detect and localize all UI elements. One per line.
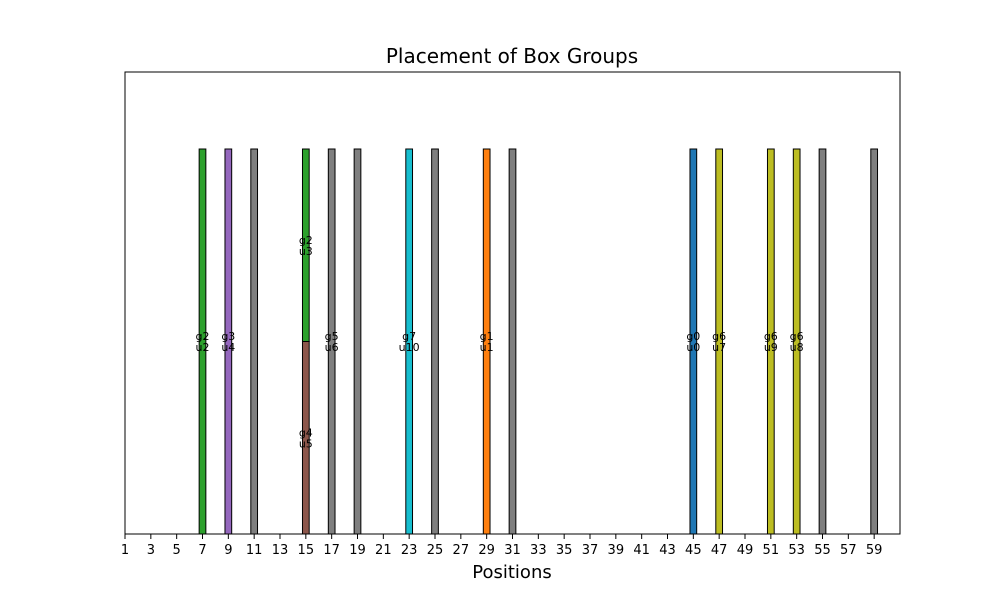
bar-label-29-9-0: g1 bbox=[480, 330, 494, 343]
bar-label-47-12-1: u7 bbox=[712, 341, 726, 354]
x-tick-label-23: 23 bbox=[401, 543, 418, 558]
bar-label-15-4-0: g2 bbox=[299, 234, 313, 247]
bars-layer: g2u2g3u4g4u5g2u3g5u6g7u10g1u1g0u0g6u7g6u… bbox=[196, 148, 879, 535]
x-tick-label-31: 31 bbox=[504, 543, 521, 558]
bar-55-15 bbox=[818, 148, 827, 535]
bar-11-2 bbox=[250, 148, 259, 535]
x-tick-label-29: 29 bbox=[478, 543, 495, 558]
x-tick-label-15: 15 bbox=[298, 543, 315, 558]
bar-label-47-12-0: g6 bbox=[712, 330, 726, 343]
x-tick-label-35: 35 bbox=[556, 543, 573, 558]
x-tick-label-7: 7 bbox=[198, 543, 206, 558]
x-tick-label-3: 3 bbox=[147, 543, 155, 558]
bar-15-4 bbox=[301, 148, 310, 342]
x-tick-label-59: 59 bbox=[866, 543, 883, 558]
x-tick-label-27: 27 bbox=[453, 543, 470, 558]
bar-label-23-7-1: u10 bbox=[399, 341, 420, 354]
bar-19-6 bbox=[353, 148, 362, 535]
x-tick-label-25: 25 bbox=[427, 543, 444, 558]
x-tick-label-45: 45 bbox=[685, 543, 702, 558]
bar-59-16 bbox=[870, 148, 879, 535]
x-axis-ticks: 1 3 5 7 9 11 13 15 17 19 21 23 25 27 29 31 33 35 37 39 41 43 4… bbox=[121, 534, 883, 558]
x-tick-label-51: 51 bbox=[763, 543, 780, 558]
x-tick-label-49: 49 bbox=[737, 543, 754, 558]
bar-label-15-4-1: u3 bbox=[299, 245, 313, 258]
bar-label-17-5-0: g5 bbox=[325, 330, 339, 343]
x-tick-label-37: 37 bbox=[582, 543, 599, 558]
bar-label-17-5-1: u6 bbox=[325, 341, 339, 354]
x-tick-label-43: 43 bbox=[659, 543, 676, 558]
x-tick-label-13: 13 bbox=[272, 543, 289, 558]
bar-label-51-13-0: g6 bbox=[764, 330, 778, 343]
bar-31-10 bbox=[508, 148, 517, 535]
bar-label-15-3-0: g4 bbox=[299, 426, 313, 439]
bar-label-51-13-1: u9 bbox=[764, 341, 778, 354]
bar-25-8 bbox=[431, 148, 439, 535]
bar-label-45-11-1: u0 bbox=[686, 341, 700, 354]
x-tick-label-39: 39 bbox=[608, 543, 625, 558]
x-tick-label-19: 19 bbox=[349, 543, 366, 558]
x-tick-label-9: 9 bbox=[224, 543, 232, 558]
bar-label-53-14-1: u8 bbox=[790, 341, 804, 354]
bar-label-7-0-1: u2 bbox=[196, 341, 210, 354]
x-tick-label-33: 33 bbox=[530, 543, 547, 558]
x-tick-label-47: 47 bbox=[711, 543, 728, 558]
x-tick-label-53: 53 bbox=[788, 543, 805, 558]
bar-label-29-9-1: u1 bbox=[480, 341, 494, 354]
bar-label-45-11-0: g0 bbox=[686, 330, 700, 343]
bar-label-9-1-1: u4 bbox=[221, 341, 235, 354]
x-tick-label-1: 1 bbox=[121, 543, 129, 558]
x-tick-label-41: 41 bbox=[633, 543, 650, 558]
x-tick-label-21: 21 bbox=[375, 543, 392, 558]
x-tick-label-5: 5 bbox=[173, 543, 181, 558]
x-axis-label: Positions bbox=[472, 562, 551, 583]
x-tick-label-57: 57 bbox=[840, 543, 857, 558]
bar-label-53-14-0: g6 bbox=[790, 330, 804, 343]
bar-label-23-7-0: g7 bbox=[402, 330, 416, 343]
bar-label-15-3-1: u5 bbox=[299, 437, 313, 450]
chart-title: Placement of Box Groups bbox=[386, 44, 638, 68]
bar-label-7-0-0: g2 bbox=[196, 330, 210, 343]
bar-label-9-1-0: g3 bbox=[221, 330, 235, 343]
x-tick-label-11: 11 bbox=[246, 543, 263, 558]
x-tick-label-17: 17 bbox=[323, 543, 340, 558]
x-tick-label-55: 55 bbox=[814, 543, 831, 558]
